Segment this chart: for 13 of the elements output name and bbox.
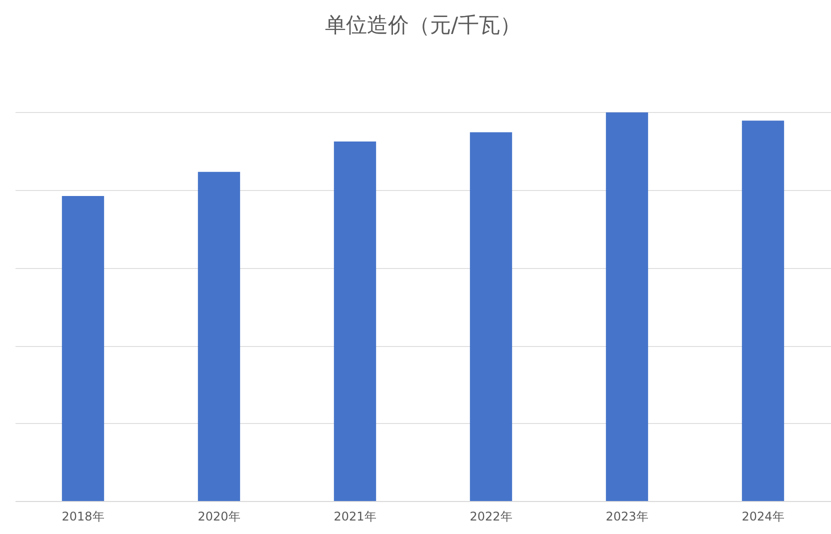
- x-tick-label: 2023年: [606, 510, 648, 524]
- x-tick-label: 2020年: [198, 510, 240, 524]
- x-tick-label: 2021年: [334, 510, 376, 524]
- bar: [470, 132, 512, 501]
- chart-title: 单位造价（元/千瓦）: [324, 13, 522, 37]
- bar: [334, 142, 376, 501]
- bar: [198, 172, 240, 501]
- bar: [606, 112, 648, 501]
- x-tick-label: 2018年: [62, 510, 104, 524]
- bar: [742, 120, 784, 501]
- x-tick-label: 2024年: [742, 510, 784, 524]
- bar: [62, 196, 104, 501]
- x-tick-label: 2022年: [470, 510, 512, 524]
